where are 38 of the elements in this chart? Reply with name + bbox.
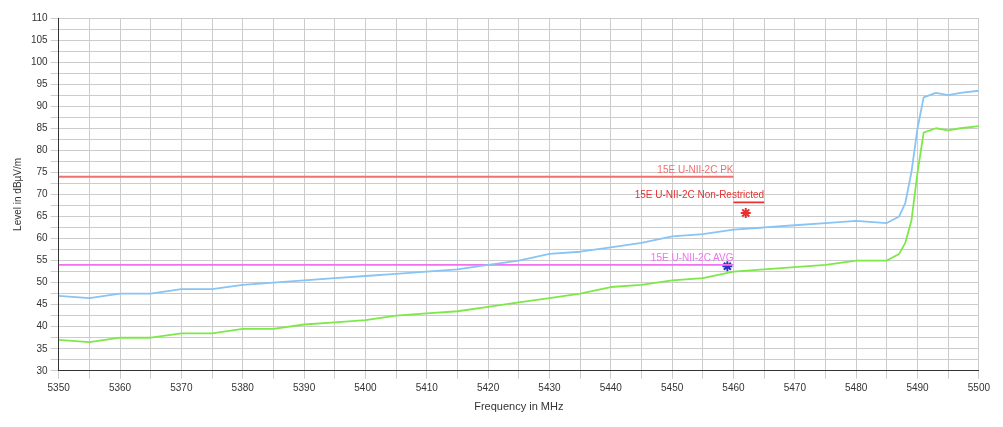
y-tick-label: 55 [36, 254, 49, 266]
x-tick-label: 5400 [354, 381, 377, 393]
x-tick-label: 5380 [231, 381, 255, 393]
y-tick-label: 105 [31, 33, 49, 45]
y-tick-label: 90 [36, 99, 49, 111]
y-tick-label: 70 [36, 188, 49, 200]
x-tick-label: 5460 [722, 381, 746, 393]
y-tick-label: 110 [31, 11, 49, 23]
x-tick-label: 5420 [476, 381, 500, 393]
y-tick-label: 80 [36, 144, 49, 156]
x-tick-label: 5350 [47, 381, 71, 393]
x-axis-title: Frequency in MHz [474, 400, 564, 413]
y-tick-label: 40 [36, 320, 49, 332]
y-tick-label: 35 [36, 342, 49, 354]
y-tick-label: 60 [36, 232, 49, 244]
x-tick-label: 5450 [661, 381, 684, 393]
x-tick-label: 5480 [845, 381, 868, 393]
series-label: 15E U-NII-2C PK [657, 163, 734, 175]
series-label: 15E U-NII-2C Non-Restricted [634, 189, 765, 201]
x-tick-label: 5370 [170, 381, 193, 393]
y-tick-label: 95 [36, 77, 49, 89]
y-tick-label: 30 [36, 364, 49, 376]
x-tick-label: 5360 [108, 381, 132, 393]
y-tick-label: 75 [36, 166, 49, 178]
y-tick-label: 100 [31, 55, 49, 67]
series-label: 15E U-NII-2C AVG [650, 251, 734, 263]
y-tick-label: 85 [36, 122, 49, 133]
x-tick-label: 5390 [292, 381, 316, 393]
y-axis-title: Level in dBµV/m [11, 157, 23, 231]
x-tick-label: 5410 [415, 381, 439, 393]
y-tick-label: 50 [36, 276, 49, 288]
y-tick-label: 65 [36, 210, 49, 222]
x-tick-label: 5430 [538, 381, 562, 393]
y-tick-label: 45 [36, 298, 49, 310]
x-tick-label: 5490 [906, 381, 930, 393]
x-tick-label: 5470 [783, 381, 807, 393]
x-tick-label: 5500 [967, 381, 991, 393]
x-tick-label: 5440 [599, 381, 623, 393]
